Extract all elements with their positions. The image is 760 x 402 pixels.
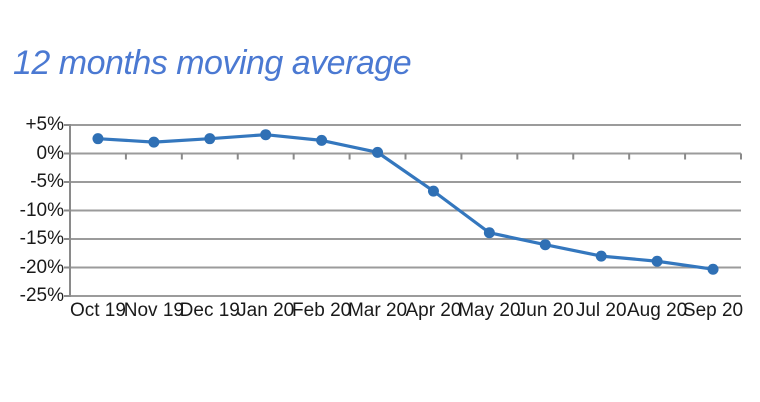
plot-area [64, 124, 742, 297]
trend-line [97, 133, 714, 271]
x-axis-label: Jan 20 [237, 300, 295, 321]
x-axis-label: Mar 20 [347, 300, 408, 321]
x-axis-label: Nov 19 [123, 300, 184, 321]
data-point [707, 263, 719, 275]
x-axis-label: Feb 20 [292, 300, 352, 321]
x-axis-label: Dec 19 [179, 300, 240, 321]
data-point [483, 227, 495, 239]
y-axis-label: -15% [19, 228, 64, 249]
y-axis-label: -5% [30, 171, 64, 192]
data-point [204, 133, 216, 145]
x-axis-label: Sep 20 [682, 300, 744, 321]
y-axis-label: 0% [36, 142, 64, 164]
y-axis-label: -20% [19, 256, 64, 278]
data-point [539, 239, 551, 251]
data-point [372, 146, 384, 158]
y-axis-label: -25% [19, 285, 64, 306]
data-point [92, 133, 104, 145]
x-axis-label: Aug 20 [627, 300, 688, 321]
data-point [595, 250, 607, 262]
x-axis-label: Apr 20 [405, 300, 462, 321]
data-point [260, 129, 272, 141]
data-point [651, 255, 663, 267]
x-axis-label: Jun 20 [516, 300, 574, 321]
y-axis-label: +5% [25, 114, 64, 135]
data-point [316, 134, 328, 146]
data-point [148, 136, 160, 148]
chart-title: 12 months moving average [13, 44, 412, 82]
x-axis-label: Jul 20 [575, 300, 627, 321]
data-point [427, 185, 439, 197]
x-axis-label: Oct 19 [69, 300, 126, 321]
y-axis-label: -10% [19, 199, 64, 221]
x-axis-label: May 20 [458, 300, 521, 321]
